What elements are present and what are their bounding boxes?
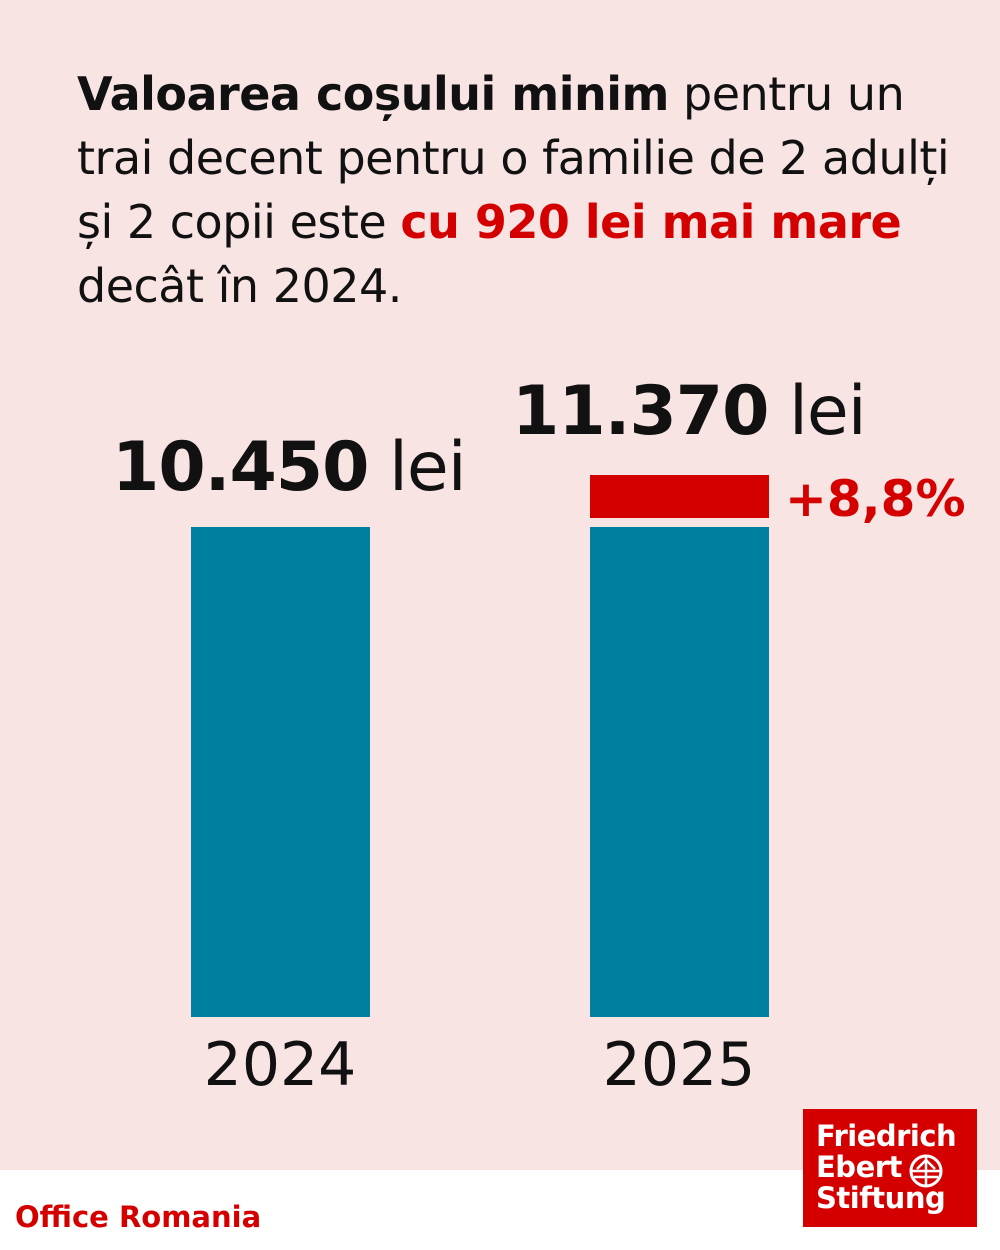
headline-text: pentru un trai decent pentru o familie d… (77, 67, 950, 249)
value-label-2025: 11.370 lei (512, 372, 867, 451)
headline-end: decât în 2024. (77, 259, 402, 313)
bar-2025-base (590, 527, 769, 1017)
bar-2024 (191, 527, 370, 1017)
headline: Valoarea coșului minim pentru un trai de… (77, 62, 957, 318)
background (0, 0, 1000, 1170)
headline-highlight: cu 920 lei mai mare (400, 195, 902, 249)
headline-bold: Valoarea coșului minim (77, 67, 669, 121)
bar-2025-increase (590, 474, 769, 518)
x-label-2024: 2024 (203, 1030, 357, 1100)
office-label: Office Romania (15, 1200, 262, 1234)
logo-line: Friedrich (816, 1119, 957, 1153)
increase-percent-label: +8,8% (785, 470, 966, 528)
logo-line: Ebert (816, 1150, 902, 1184)
fes-logo: Friedrich Ebert Stiftung (803, 1109, 977, 1227)
value-label-2024: 10.450 lei (112, 428, 467, 507)
fes-emblem-icon (909, 1154, 943, 1188)
logo-line: Stiftung (816, 1181, 946, 1215)
x-label-2025: 2025 (602, 1030, 756, 1100)
